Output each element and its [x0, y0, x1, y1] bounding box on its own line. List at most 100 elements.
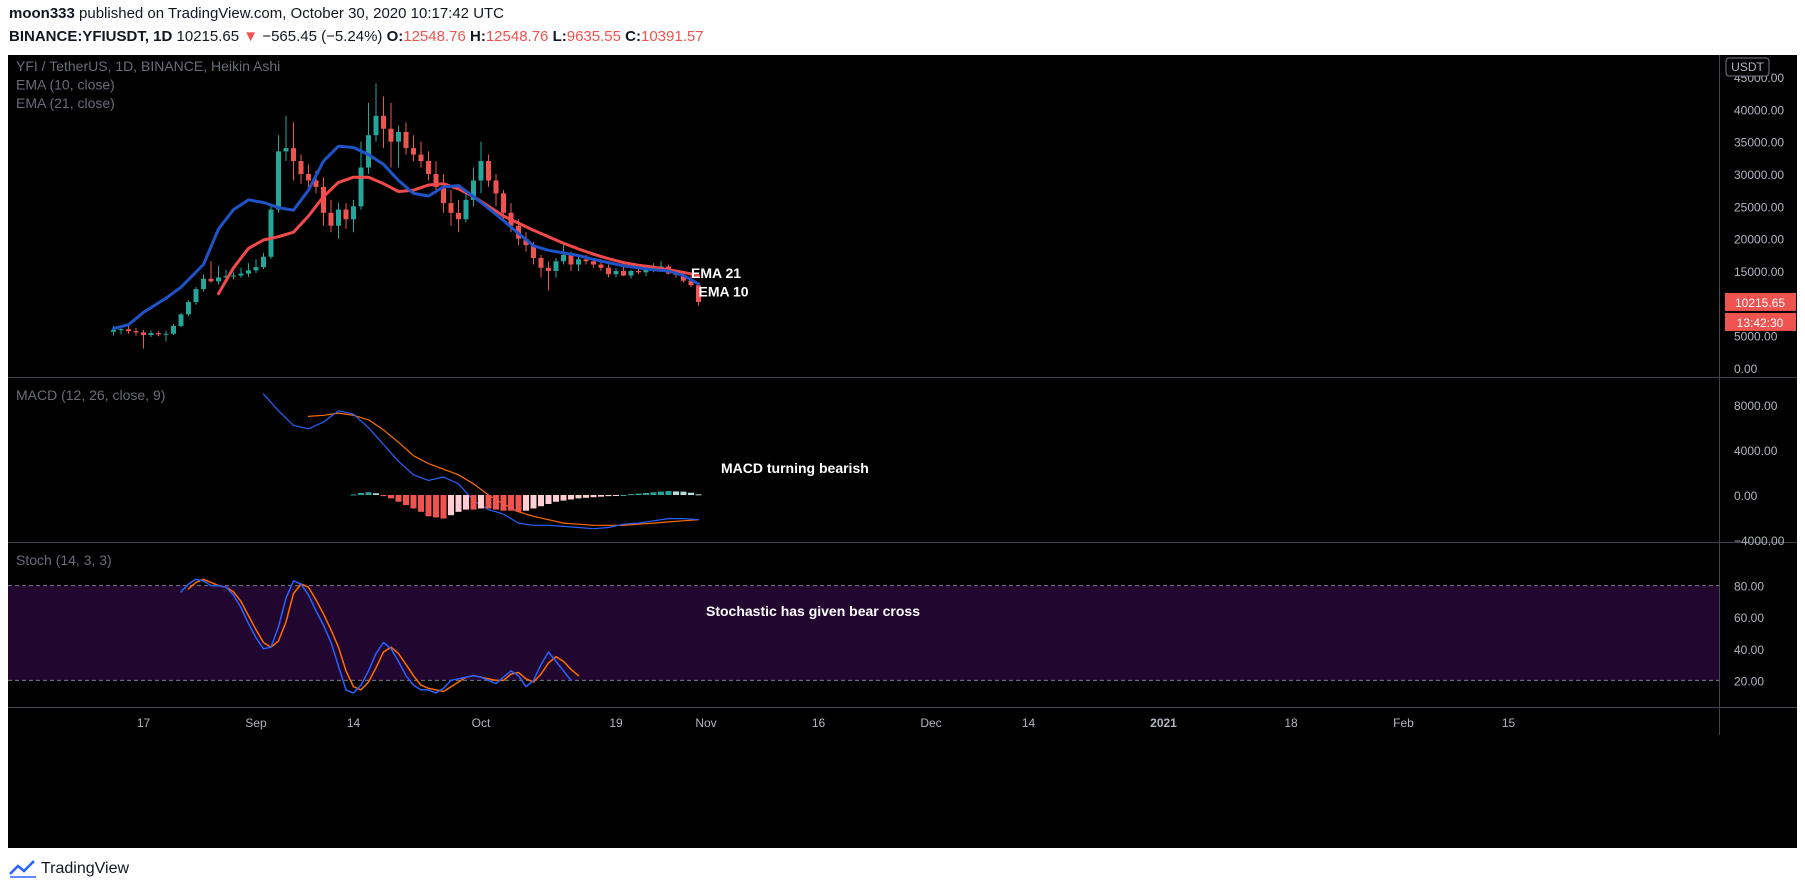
macd-histogram-bar — [350, 494, 357, 496]
macd-histogram-bar — [410, 495, 417, 509]
x-tick-label: Nov — [695, 716, 716, 730]
macd-histogram-bar — [433, 495, 439, 518]
chart-area[interactable]: YFI / TetherUS, 1D, BINANCE, Heikin Ashi… — [8, 55, 1797, 848]
candle-body — [681, 274, 686, 281]
candle-body — [553, 261, 559, 271]
macd-histogram-bar — [605, 495, 612, 497]
candle-body — [621, 271, 626, 276]
candle-body — [156, 333, 161, 335]
macd-histogram-bar — [403, 495, 409, 506]
macd-histogram-bar — [583, 495, 589, 498]
candle-body — [216, 277, 221, 282]
candle-body — [111, 329, 116, 332]
candle-body — [688, 280, 694, 286]
x-tick-label: Oct — [472, 716, 491, 730]
price-change: −565.45 (−5.24%) — [262, 28, 383, 45]
macd-histogram-bar — [440, 495, 447, 519]
candle-body — [268, 209, 274, 257]
candle-body — [171, 325, 176, 334]
candle-body — [561, 254, 566, 262]
candle-body — [568, 254, 574, 265]
macd-histogram-bar — [373, 493, 379, 495]
candle-body — [456, 212, 461, 220]
candle-body — [441, 186, 446, 204]
high-label: H: — [470, 28, 486, 45]
macd-histogram-bar — [575, 495, 582, 499]
macd-histogram-bar — [470, 495, 477, 510]
tradingview-icon — [9, 860, 36, 878]
macd-histogram-bar — [448, 495, 454, 516]
candle-body — [396, 131, 401, 142]
macd-histogram-bar — [650, 492, 657, 495]
low-value: 9635.55 — [566, 28, 621, 45]
macd-histogram-bar — [695, 494, 702, 496]
price-legend-1: EMA (10, close) — [16, 77, 115, 93]
macd-histogram-bar — [530, 495, 537, 509]
macd-histogram-bar — [688, 492, 694, 495]
candle-body — [696, 285, 701, 302]
macd-histogram-bar — [358, 492, 364, 495]
stoch-k-line — [180, 578, 572, 694]
candle-body — [321, 186, 326, 213]
candle-body — [538, 258, 544, 268]
candle-body — [261, 256, 266, 268]
chart-background — [8, 55, 1797, 848]
x-tick-label: Feb — [1393, 716, 1414, 730]
candle-body — [493, 180, 499, 194]
candle-body — [163, 333, 169, 335]
candle-body — [411, 148, 416, 155]
x-tick-label: 15 — [1502, 716, 1516, 730]
macd-histogram-bar — [628, 494, 634, 496]
candle-body — [178, 314, 184, 326]
y-tick-label: 40.00 — [1734, 643, 1764, 657]
macd-histogram-bar — [673, 491, 679, 495]
candle-body — [418, 154, 424, 162]
candle-body — [351, 206, 356, 220]
macd-histogram-bar — [643, 492, 649, 495]
tradingview-logo[interactable]: TradingView — [9, 860, 129, 878]
candle-body — [606, 267, 611, 275]
y-tick-label: 30000.00 — [1734, 168, 1784, 182]
price-annotation-0: EMA 21 — [691, 265, 741, 281]
indicator-lines — [112, 144, 700, 694]
candles — [111, 83, 701, 349]
y-tick-label: 25000.00 — [1734, 200, 1784, 214]
macd-histogram-bar — [568, 495, 574, 500]
x-tick-label: Dec — [920, 716, 941, 730]
author-name[interactable]: moon333 — [9, 5, 75, 22]
y-tick-label: 20.00 — [1734, 674, 1764, 688]
macd-histogram-bar — [560, 495, 567, 501]
candle-body — [366, 135, 371, 168]
candle-body — [598, 264, 604, 268]
candle-body — [313, 180, 319, 187]
candle-body — [193, 289, 199, 303]
y-tick-label: 5000.00 — [1734, 330, 1778, 344]
macd-histogram-bar — [418, 495, 424, 512]
low-label: L: — [552, 28, 567, 45]
open-value: 12548.76 — [403, 28, 466, 45]
candle-body — [381, 115, 386, 129]
candle-body — [478, 161, 484, 181]
x-tick-label: Sep — [245, 716, 267, 730]
publish-info: published on TradingView.com, October 30… — [79, 5, 505, 22]
macd-histogram-bar — [515, 495, 522, 512]
candle-body — [118, 329, 124, 331]
stoch-legend: Stoch (14, 3, 3) — [16, 552, 112, 568]
macd-histogram-bar — [538, 495, 544, 507]
candle-body — [531, 245, 536, 259]
down-arrow-icon: ▼ — [243, 28, 259, 45]
macd-legend: MACD (12, 26, close, 9) — [16, 387, 165, 403]
macd-histogram-bar — [395, 495, 402, 502]
x-tick-label: 17 — [137, 716, 151, 730]
brand-name: TradingView — [41, 860, 130, 877]
stoch-band-layer — [8, 585, 1719, 681]
y-tick-label: 60.00 — [1734, 611, 1764, 625]
candle-body — [253, 267, 259, 271]
stoch-d-line — [187, 578, 580, 693]
candle-body — [471, 180, 476, 200]
candle-body — [141, 332, 146, 336]
candle-body — [201, 278, 206, 290]
candle-body — [231, 275, 236, 277]
candle-body — [133, 331, 139, 333]
candle-body — [546, 267, 551, 271]
